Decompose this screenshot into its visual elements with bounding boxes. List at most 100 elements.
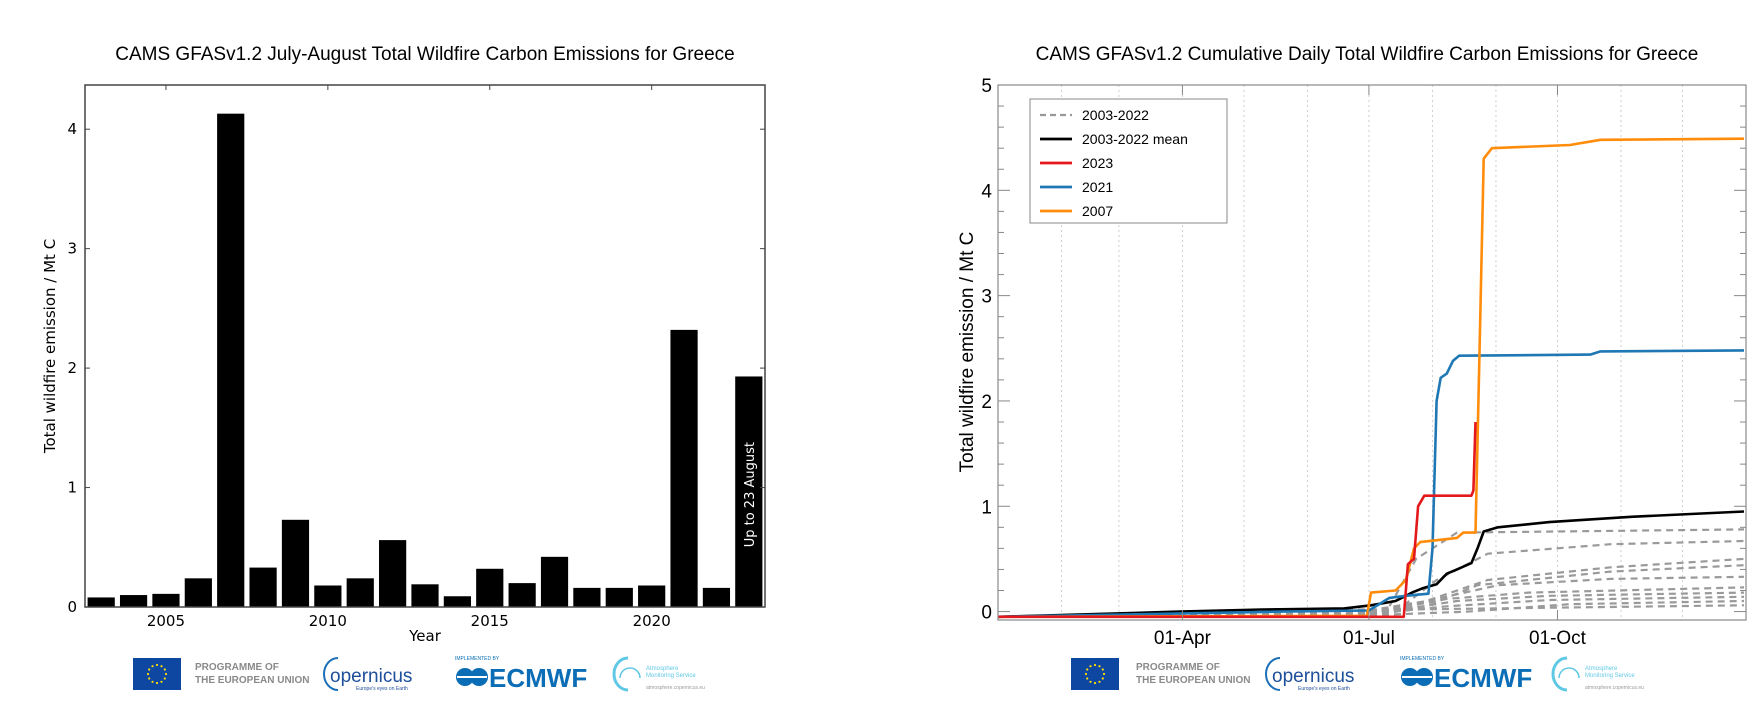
cams-text: Monitoring Service [646,673,696,679]
x-tick-label: 01-Jul [1343,628,1395,649]
bar-2020 [638,585,666,607]
eu-star-icon [1093,663,1097,667]
legend-label: 2023 [1082,155,1113,171]
legend-label: 2021 [1082,179,1113,195]
implemented-by-text: IMPLEMENTED BY [1400,656,1445,662]
y-tick-label: 0 [981,603,992,624]
eu-text: PROGRAMME OF [195,662,279,673]
eu-star-icon [155,663,159,667]
cams-text: Monitoring Service [1585,673,1635,679]
y-tick-label: 2 [67,359,77,377]
series-line-2003-2022-mean [997,510,1745,619]
y-tick-label: 3 [981,287,992,308]
bar-2023 [735,376,763,607]
eu-star-icon [148,677,151,680]
copernicus-tagline: Europe's eyes on Earth [1298,686,1350,692]
cams-url: atmosphere.copernicus.eu [1585,685,1644,691]
eu-flag [1071,658,1119,690]
x-tick-label: 2020 [633,612,671,630]
eu-star-icon [146,672,150,676]
background-year-line [997,595,1745,618]
bar-2006 [184,578,212,607]
ecmwf-symbol-bar [457,676,487,678]
eu-flag [133,658,181,690]
cams-arc-icon [612,656,629,692]
plot-frame [84,84,766,608]
copernicus-arc-icon [323,657,339,691]
eu-star-icon [151,665,154,668]
y-axis-label: Total wildfire emission / Mt C [41,239,59,454]
bar-2017 [540,556,569,607]
eu-star-icon [164,672,168,676]
bar-2018 [573,587,601,607]
eu-flag-logo [133,658,181,690]
y-tick-label: 5 [981,76,992,97]
bar-2013 [411,584,439,607]
cams-url: atmosphere.copernicus.eu [646,685,705,691]
eu-star-icon [1102,672,1106,676]
chart-title: CAMS GFASv1.2 July-August Total Wildfire… [115,44,735,65]
eu-star-icon [151,680,154,683]
bar-2014 [443,596,471,607]
cams-globe-icon [619,667,641,679]
y-tick-label: 0 [67,598,77,616]
eu-flag-logo [1071,658,1119,690]
cams-text: Atmosphere [1585,666,1618,672]
y-tick-label: 1 [981,497,992,518]
eu-star-icon [1089,665,1092,668]
cams-arc-icon [1551,656,1568,692]
eu-star-icon [160,665,163,668]
ecmwf-wordmark: ECMWF [489,663,587,693]
y-axis-label: Total wildfire emission / Mt C [957,232,978,473]
bar-2021 [670,329,698,607]
bar-2015 [476,568,504,607]
ecmwf-symbol-bar [1402,676,1432,678]
x-tick-label: 01-Oct [1529,628,1587,649]
bar-2004 [119,595,148,607]
eu-star-icon [163,668,166,671]
x-tick-label: 01-Apr [1154,628,1212,649]
eu-star-icon [1093,681,1097,685]
series-line-2007 [997,137,1745,619]
y-tick-label: 2 [981,392,992,413]
bar-annotation: Up to 23 August [743,442,758,547]
plot-frame [997,84,1747,621]
x-tick-label: 2015 [471,612,509,630]
copernicus-wordmark: opernicus [330,666,412,687]
legend-label: 2007 [1082,203,1113,219]
eu-star-icon [148,668,151,671]
eu-star-icon [1101,677,1104,680]
eu-text: THE EUROPEAN UNION [195,675,309,686]
copernicus-wordmark: opernicus [1272,666,1354,687]
bar-2008 [249,567,277,607]
eu-text: PROGRAMME OF [1136,662,1220,673]
eu-star-icon [163,677,166,680]
legend: 2003-2022 2003-2022 mean 2023 2021 2007 [1029,98,1228,224]
y-tick-label: 3 [67,240,77,258]
chart-title: CAMS GFASv1.2 Cumulative Daily Total Wil… [1036,44,1699,65]
bar-2012 [379,540,407,607]
background-year-line [997,528,1745,618]
eu-star-icon [1084,672,1088,676]
eu-star-icon [155,681,159,685]
x-tick-label: 2005 [147,612,185,630]
bar-2011 [346,578,374,607]
eu-star-icon [1098,665,1101,668]
cams-text: Atmosphere [646,666,679,672]
series-line-2021 [997,349,1745,619]
bar-chart: CAMS GFASv1.2 July-August Total Wildfire… [41,44,766,645]
bar-2019 [605,587,633,607]
line-chart: CAMS GFASv1.2 Cumulative Daily Total Wil… [957,44,1747,649]
bar-2010 [314,585,342,607]
x-axis-label: Year [408,627,442,645]
bar-2009 [281,519,310,607]
eu-star-icon [1086,668,1089,671]
legend-box [1029,98,1228,224]
